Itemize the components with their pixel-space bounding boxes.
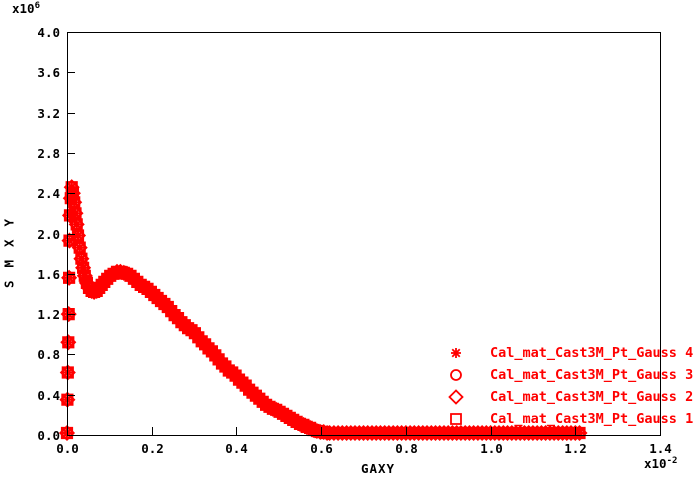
svg-text:0.4: 0.4 — [37, 388, 60, 403]
svg-text:1.4: 1.4 — [649, 441, 672, 456]
x-axis-multiplier-exponent: -2 — [666, 456, 678, 466]
y-axis-multiplier: x106 — [12, 1, 40, 16]
y-axis-title: SMXY — [1, 205, 17, 289]
y-axis-multiplier-exponent: 6 — [34, 1, 40, 11]
svg-text:0.4: 0.4 — [225, 441, 248, 456]
svg-text:0.6: 0.6 — [310, 441, 333, 456]
svg-text:3.2: 3.2 — [37, 106, 60, 121]
legend-label-gauss-3: Cal_mat_Cast3M_Pt_Gauss 3 — [490, 367, 694, 383]
svg-text:1.2: 1.2 — [564, 441, 587, 456]
legend-item-gauss-4: Cal_mat_Cast3M_Pt_Gauss 4 — [448, 342, 693, 364]
circle-marker-icon — [448, 367, 464, 383]
svg-text:0.0: 0.0 — [37, 428, 60, 443]
svg-text:1.6: 1.6 — [37, 267, 60, 282]
svg-text:1.2: 1.2 — [37, 307, 60, 322]
square-marker-icon — [448, 411, 464, 427]
legend-item-gauss-1: Cal_mat_Cast3M_Pt_Gauss 1 — [448, 408, 693, 430]
x-axis-title: GAXY — [360, 461, 396, 476]
legend-label-gauss-2: Cal_mat_Cast3M_Pt_Gauss 2 — [490, 389, 694, 405]
y-axis-multiplier-base: x10 — [12, 1, 35, 17]
legend-item-gauss-3: Cal_mat_Cast3M_Pt_Gauss 3 — [448, 364, 693, 386]
svg-text:1.0: 1.0 — [480, 441, 503, 456]
x-axis-multiplier: x10-2 — [644, 456, 677, 471]
legend-label-gauss-1: Cal_mat_Cast3M_Pt_Gauss 1 — [490, 411, 694, 427]
svg-text:0.2: 0.2 — [141, 441, 164, 456]
asterisk-marker-icon — [448, 345, 464, 361]
svg-text:2.0: 2.0 — [37, 227, 60, 242]
legend-label-gauss-4: Cal_mat_Cast3M_Pt_Gauss 4 — [490, 345, 694, 361]
legend: Cal_mat_Cast3M_Pt_Gauss 4 Cal_mat_Cast3M… — [448, 342, 693, 430]
svg-text:0.0: 0.0 — [56, 441, 79, 456]
diamond-marker-icon — [448, 389, 464, 405]
svg-text:4.0: 4.0 — [37, 25, 60, 40]
svg-text:3.6: 3.6 — [37, 65, 60, 80]
legend-item-gauss-2: Cal_mat_Cast3M_Pt_Gauss 2 — [448, 386, 693, 408]
svg-text:2.4: 2.4 — [37, 186, 60, 201]
x-axis-multiplier-base: x10 — [644, 456, 667, 472]
data-markers — [58, 179, 588, 442]
axis-ticks: 0.0 0.2 0.4 0.6 0.8 1.0 1.2 1.4 0.0 0.4 0.8 1.2 1.6 2… — [37, 25, 671, 456]
svg-text:0.8: 0.8 — [37, 347, 60, 362]
svg-text:2.8: 2.8 — [37, 146, 60, 161]
svg-text:0.8: 0.8 — [395, 441, 418, 456]
